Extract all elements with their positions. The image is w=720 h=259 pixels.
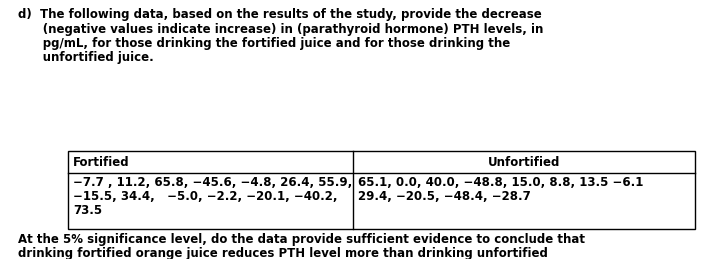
Text: pg/mL, for those drinking the fortified juice and for those drinking the: pg/mL, for those drinking the fortified … [18,37,510,50]
Text: d)  The following data, based on the results of the study, provide the decrease: d) The following data, based on the resu… [18,8,541,21]
Text: 73.5: 73.5 [73,204,102,217]
Text: 29.4, −20.5, −48.4, −28.7: 29.4, −20.5, −48.4, −28.7 [359,190,531,203]
Text: drinking fortified orange juice reduces PTH level more than drinking unfortified: drinking fortified orange juice reduces … [18,247,548,259]
Text: −7.7 , 11.2, 65.8, −45.6, −4.8, 26.4, 55.9,: −7.7 , 11.2, 65.8, −45.6, −4.8, 26.4, 55… [73,176,352,190]
Text: unfortified juice.: unfortified juice. [18,52,154,64]
Text: (negative values indicate increase) in (parathyroid hormone) PTH levels, in: (negative values indicate increase) in (… [18,23,544,35]
Bar [68,151,695,229]
Text: −15.5, 34.4,   −5.0, −2.2, −20.1, −40.2,: −15.5, 34.4, −5.0, −2.2, −20.1, −40.2, [73,190,338,203]
Text: At the 5% significance level, do the data provide sufficient evidence to conclud: At the 5% significance level, do the dat… [18,233,585,246]
Text: Fortified: Fortified [73,155,130,169]
Text: 65.1, 0.0, 40.0, −48.8, 15.0, 8.8, 13.5 −6.1: 65.1, 0.0, 40.0, −48.8, 15.0, 8.8, 13.5 … [359,176,644,190]
Text: Unfortified: Unfortified [488,155,560,169]
